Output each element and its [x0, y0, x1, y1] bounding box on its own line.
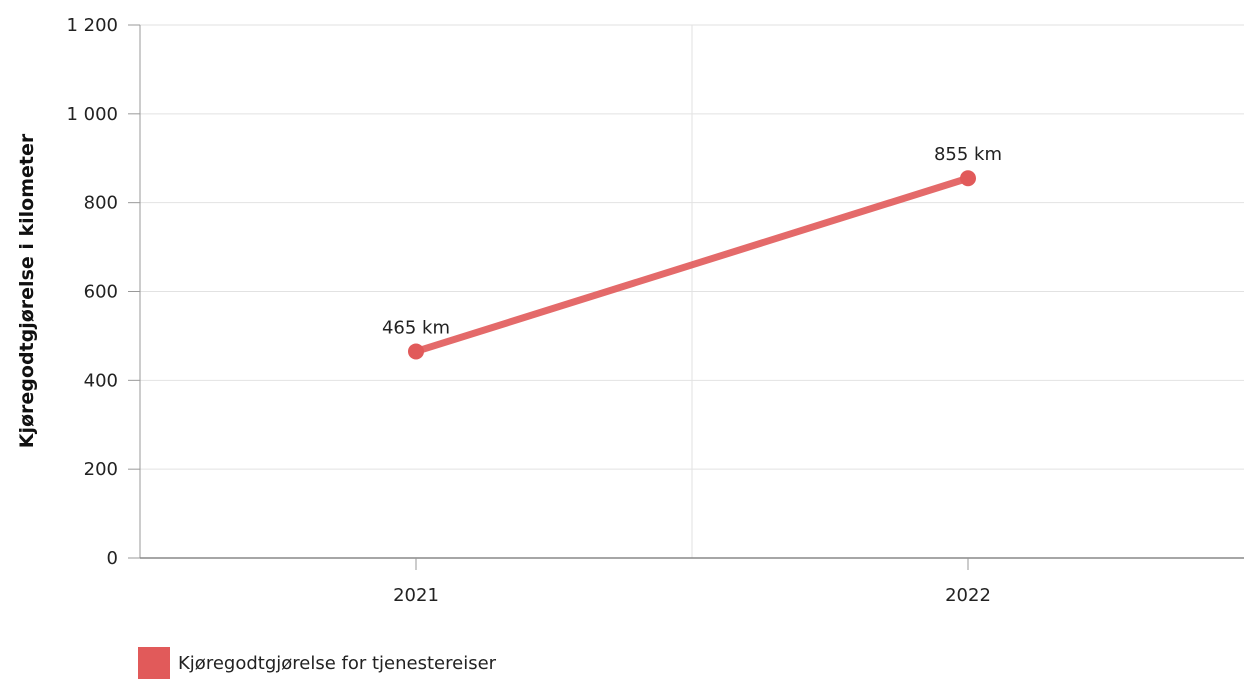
series-line [412, 174, 972, 355]
x-tick-label: 2021 [393, 585, 439, 606]
data-label: 465 km [382, 317, 450, 338]
series: 465 km 855 km [382, 144, 1002, 360]
axes: 0 200 400 600 800 1 000 1 200 2021 2022 [66, 15, 1244, 606]
legend-label: Kjøregodtgjørelse for tjenestereiser [178, 652, 497, 674]
data-point [960, 170, 976, 187]
line-chart: 0 200 400 600 800 1 000 1 200 2021 2022 465 km 85… [16, 15, 1244, 606]
data-label: 855 km [934, 144, 1002, 165]
y-tick-label: 1 200 [66, 15, 118, 36]
y-tick-label: 0 [107, 548, 118, 569]
y-axis-title: Kjøregodtgjørelse i kilometer [16, 133, 38, 448]
y-tick-label: 800 [84, 193, 118, 214]
y-tick-label: 1 000 [66, 104, 118, 125]
legend-swatch [138, 647, 170, 679]
data-point [408, 343, 424, 360]
legend: Kjøregodtgjørelse for tjenestereiser [138, 647, 496, 679]
x-tick-label: 2022 [945, 585, 991, 606]
gridlines [140, 24, 1244, 558]
y-tick-label: 200 [84, 459, 118, 480]
y-tick-label: 600 [84, 282, 118, 303]
y-tick-label: 400 [84, 370, 118, 391]
